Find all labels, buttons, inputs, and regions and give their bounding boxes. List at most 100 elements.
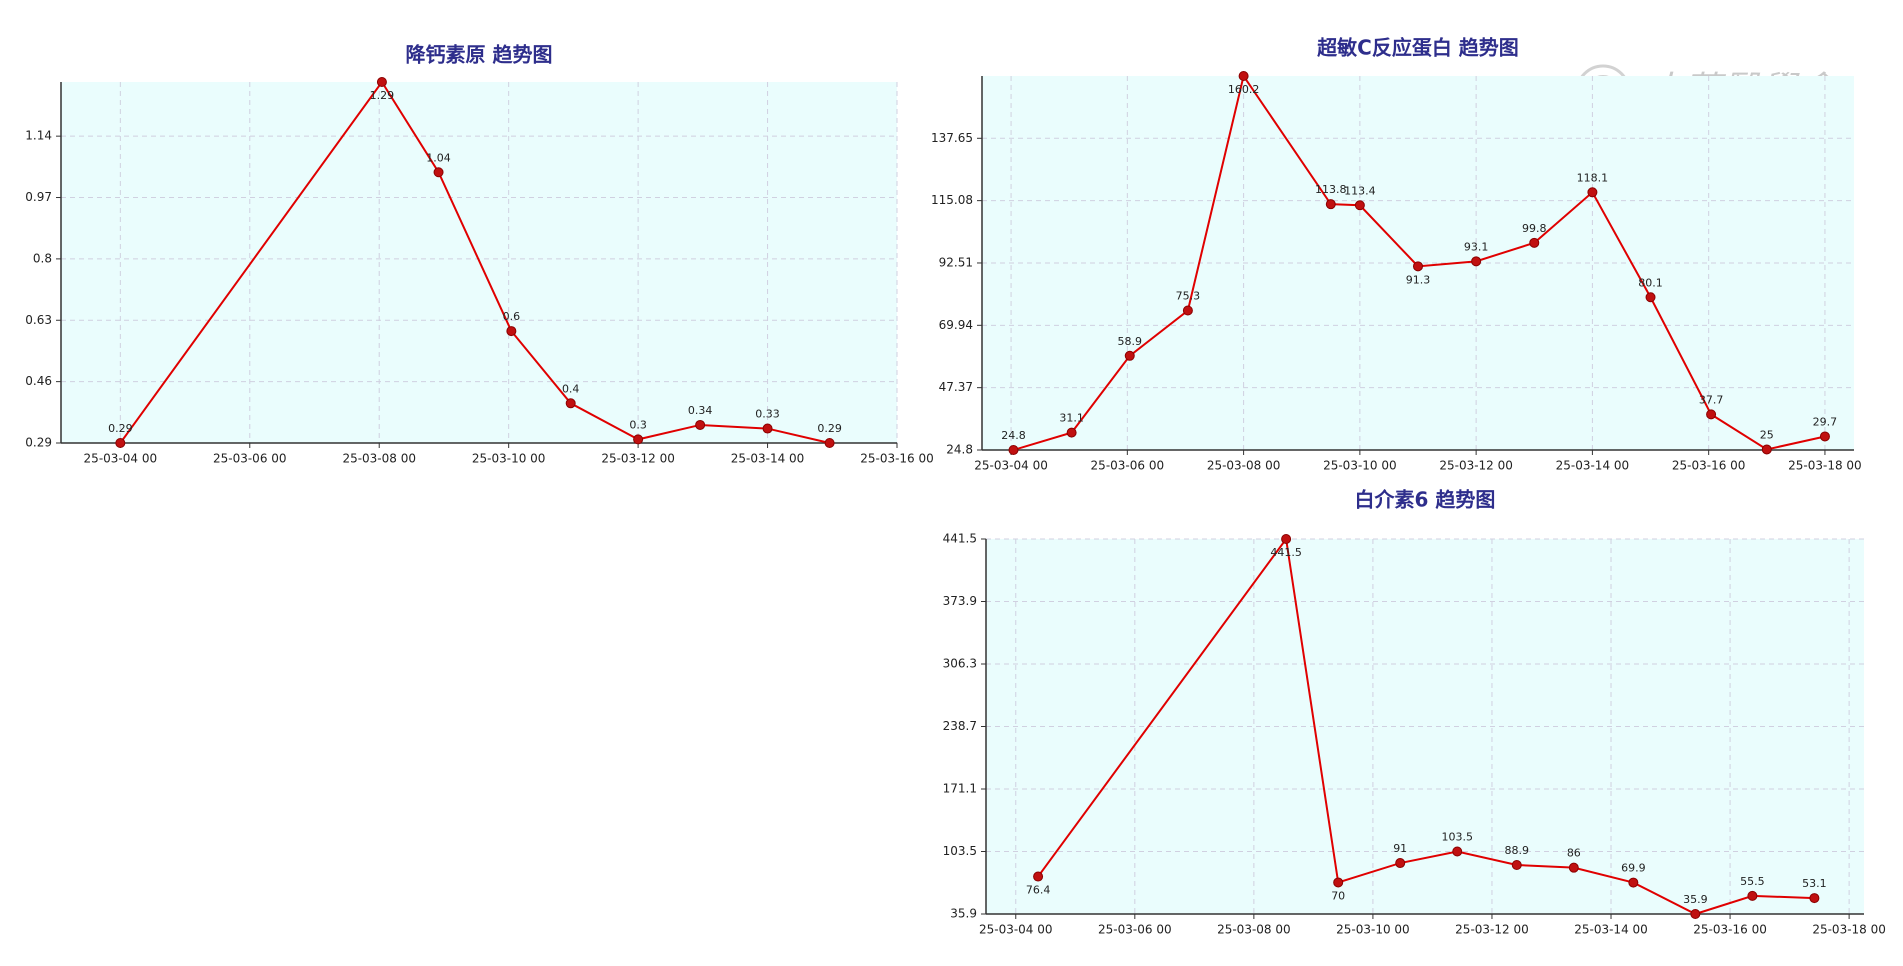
data-label: 113.4 (1344, 184, 1376, 197)
x-tick-label: 25-03-12 00 (1455, 923, 1529, 937)
data-point (1182, 305, 1193, 316)
data-label: 35.9 (1683, 893, 1708, 906)
y-tick-label: 373.9 (943, 594, 977, 608)
data-point (824, 438, 835, 448)
y-tick-label: 103.5 (943, 844, 977, 858)
data-label: 91.3 (1406, 273, 1431, 286)
x-tick-label: 25-03-10 00 (1323, 459, 1397, 473)
y-tick-label: 0.46 (25, 374, 52, 388)
x-tick-label: 25-03-06 00 (1091, 459, 1165, 473)
data-label: 58.9 (1118, 335, 1143, 348)
data-point (1645, 292, 1656, 303)
data-label: 1.29 (370, 89, 395, 102)
data-point (1568, 862, 1579, 873)
data-label: 118.1 (1577, 171, 1609, 184)
y-tick-label: 47.37 (939, 380, 973, 394)
data-label: 103.5 (1441, 831, 1473, 844)
data-label: 0.6 (503, 310, 521, 323)
x-tick-label: 25-03-16 00 (1672, 459, 1746, 473)
data-label: 113.8 (1315, 183, 1347, 196)
data-label: 99.8 (1522, 222, 1547, 235)
x-tick-label: 25-03-12 00 (601, 452, 675, 466)
chart-title: 降钙素原 趋势图 (406, 43, 553, 67)
y-tick-label: 0.29 (25, 436, 52, 450)
data-label: 29.7 (1813, 415, 1838, 428)
data-point (1747, 890, 1758, 901)
x-tick-label: 25-03-08 00 (1217, 923, 1291, 937)
data-label: 88.9 (1505, 844, 1530, 857)
x-tick-label: 25-03-04 00 (974, 459, 1048, 473)
data-label: 0.34 (688, 404, 713, 417)
data-label: 55.5 (1740, 875, 1765, 888)
data-point (1529, 237, 1540, 248)
data-label: 0.29 (108, 422, 133, 435)
x-tick-label: 25-03-18 00 (1812, 923, 1886, 937)
data-label: 86 (1567, 847, 1581, 860)
data-point (506, 326, 517, 337)
data-point (1587, 187, 1598, 198)
data-point (633, 434, 644, 445)
data-label: 80.1 (1638, 276, 1663, 289)
data-label: 160.2 (1228, 83, 1260, 96)
y-tick-label: 137.65 (931, 131, 973, 145)
x-tick-label: 25-03-14 00 (1574, 923, 1648, 937)
data-point (762, 423, 773, 434)
x-tick-label: 25-03-04 00 (979, 923, 1053, 937)
data-point (1761, 444, 1772, 455)
x-tick-label: 25-03-14 00 (1556, 459, 1630, 473)
x-tick-label: 25-03-16 00 (860, 452, 934, 466)
chart-title: 白介素6 趋势图 (1355, 488, 1496, 512)
chart-title: 超敏C反应蛋白 趋势图 (1316, 36, 1519, 60)
data-point (1413, 261, 1423, 272)
x-tick-label: 25-03-04 00 (84, 452, 158, 466)
data-label: 441.5 (1270, 546, 1302, 559)
x-tick-label: 25-03-10 00 (1336, 923, 1410, 937)
data-label: 0.29 (817, 422, 842, 435)
y-tick-label: 69.94 (939, 318, 973, 332)
y-tick-label: 115.08 (931, 193, 973, 207)
data-label: 76.4 (1026, 884, 1051, 897)
data-label: 37.7 (1699, 393, 1724, 406)
data-point (1706, 409, 1717, 420)
x-tick-label: 25-03-12 00 (1439, 459, 1513, 473)
data-label: 0.3 (629, 418, 647, 431)
data-point (376, 77, 387, 87)
y-tick-label: 92.51 (939, 255, 973, 269)
data-point (565, 398, 576, 409)
x-tick-label: 25-03-14 00 (731, 452, 805, 466)
data-point (1325, 199, 1336, 210)
data-label: 31.1 (1059, 412, 1084, 425)
data-point (433, 167, 444, 178)
data-label: 75.3 (1176, 290, 1201, 303)
data-point (1008, 445, 1019, 455)
y-tick-label: 238.7 (943, 719, 977, 733)
data-point (1238, 71, 1249, 81)
y-tick-label: 306.3 (943, 657, 977, 671)
y-tick-label: 0.63 (25, 313, 52, 327)
data-label: 24.8 (1001, 429, 1026, 442)
data-point (1452, 846, 1463, 857)
y-tick-label: 1.14 (25, 129, 52, 143)
y-tick-label: 171.1 (943, 782, 977, 796)
data-label: 91 (1393, 842, 1407, 855)
data-point (1628, 877, 1639, 888)
data-point (1690, 909, 1701, 919)
data-label: 25 (1760, 428, 1774, 441)
data-label: 69.9 (1621, 862, 1646, 875)
x-tick-label: 25-03-08 00 (1207, 459, 1281, 473)
data-label: 53.1 (1802, 877, 1827, 890)
data-label: 0.33 (755, 408, 780, 421)
data-point (1066, 427, 1077, 438)
x-tick-label: 25-03-10 00 (472, 452, 546, 466)
y-tick-label: 24.8 (946, 443, 973, 457)
data-point (1471, 256, 1482, 267)
y-tick-label: 441.5 (943, 532, 977, 546)
x-tick-label: 25-03-06 00 (213, 452, 287, 466)
x-tick-label: 25-03-06 00 (1098, 923, 1172, 937)
data-point (1033, 871, 1044, 882)
y-tick-label: 0.97 (25, 190, 52, 204)
data-point (115, 438, 126, 448)
y-tick-label: 0.8 (33, 251, 52, 265)
data-label: 1.04 (426, 151, 451, 164)
